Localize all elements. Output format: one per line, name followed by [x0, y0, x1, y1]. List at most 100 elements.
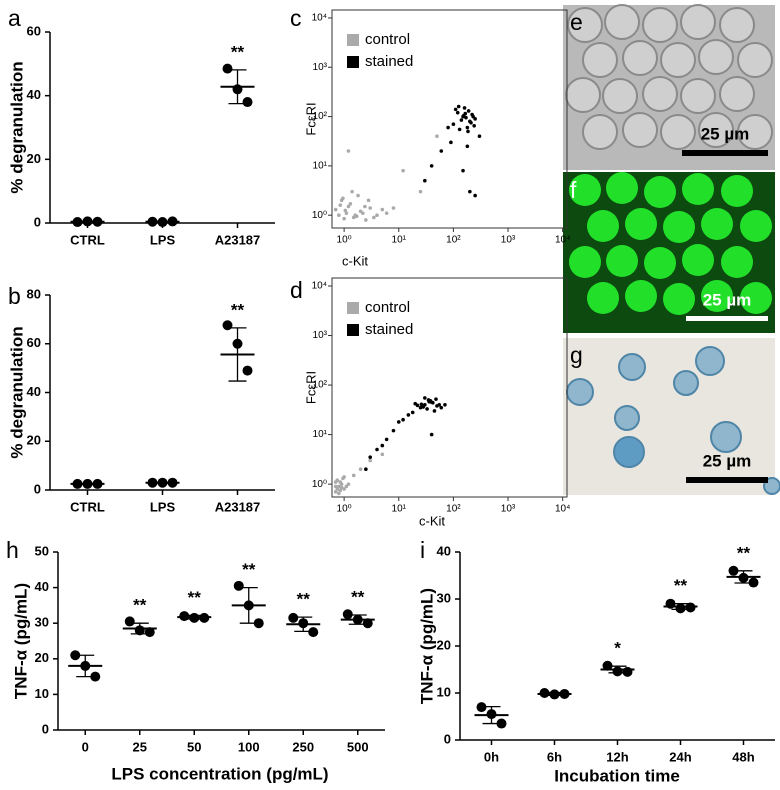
data-point [298, 618, 309, 629]
y-tick-label: 0 [42, 721, 49, 736]
data-point [401, 168, 405, 173]
data-point [466, 109, 471, 113]
scale-label: 25 µm [701, 124, 750, 143]
data-point [425, 407, 429, 411]
x-tick-label: CTRL [70, 499, 105, 514]
data-point [342, 609, 353, 620]
data-point [189, 612, 200, 623]
data-point [486, 709, 497, 720]
data-point [472, 124, 476, 128]
data-point [232, 84, 243, 95]
data-point [406, 413, 411, 417]
panel-letter: a [8, 5, 21, 31]
data-point [476, 702, 487, 713]
y-tick-label: 10³ [313, 62, 328, 73]
data-point [466, 129, 470, 134]
data-point [72, 478, 83, 489]
data-point [473, 193, 477, 198]
data-point [253, 618, 264, 629]
legend-label: stained [365, 53, 413, 70]
data-point [434, 397, 438, 401]
data-point [431, 400, 435, 405]
data-point [354, 214, 359, 219]
data-point [346, 149, 351, 153]
image-f: 25 µm f [563, 172, 775, 333]
data-point [391, 206, 396, 210]
significance-label: ** [737, 543, 751, 562]
data-point [80, 660, 91, 671]
data-point [333, 480, 338, 484]
y-tick-label: 10 [437, 684, 451, 699]
x-tick-label: 10² [446, 504, 461, 515]
y-tick-label: 0 [444, 731, 451, 746]
data-point [350, 189, 354, 194]
y-tick-label: 10² [313, 380, 328, 391]
significance-label: ** [242, 560, 256, 579]
data-point [549, 689, 560, 700]
data-point [337, 491, 341, 496]
y-tick-label: 10⁰ [312, 479, 327, 490]
data-point [384, 437, 389, 442]
y-tick-label: 60 [27, 23, 41, 38]
y-axis-title: TNF-α (pg/mL) [11, 583, 30, 699]
x-tick-label: 48h [732, 749, 754, 764]
data-point [477, 134, 482, 138]
data-point [375, 447, 379, 452]
legend-swatch [347, 324, 359, 336]
data-point [242, 365, 253, 376]
y-tick-label: 40 [27, 384, 41, 399]
data-point [366, 198, 371, 203]
data-point [372, 215, 376, 220]
x-tick-label: 25 [133, 739, 147, 754]
image-background [563, 338, 775, 495]
significance-label: * [614, 639, 621, 658]
cells [565, 4, 773, 150]
panel-letter: f [570, 177, 577, 203]
data-point [612, 666, 623, 677]
y-tick-label: 10¹ [313, 161, 328, 172]
data-point [463, 111, 468, 116]
cells [569, 172, 772, 315]
data-point [685, 602, 696, 613]
x-tick-label: 0h [484, 749, 499, 764]
significance-label: ** [297, 590, 311, 609]
data-point [401, 417, 405, 422]
data-point [356, 193, 360, 198]
data-point [368, 206, 372, 210]
panel-letter: i [420, 537, 425, 563]
legend-label: control [365, 31, 410, 48]
scale-label: 25 µm [703, 290, 752, 309]
data-point [738, 572, 749, 583]
data-point [415, 403, 420, 408]
data-point [351, 473, 356, 478]
data-point [423, 178, 427, 183]
data-point [462, 106, 467, 110]
x-axis-title: Incubation time [554, 766, 680, 785]
data-point [423, 396, 427, 400]
data-point [427, 399, 431, 404]
data-point [134, 625, 145, 636]
y-tick-label: 50 [35, 543, 49, 558]
data-point [343, 208, 348, 213]
significance-label: ** [188, 588, 202, 607]
panel-letter: c [290, 5, 302, 31]
data-point [559, 688, 570, 699]
x-tick-label: 12h [606, 749, 628, 764]
panel-letter: b [8, 283, 21, 309]
data-point [396, 420, 401, 424]
data-point [288, 612, 299, 623]
data-point [147, 216, 158, 227]
data-point [748, 577, 759, 588]
data-point [362, 618, 373, 629]
data-point [157, 477, 168, 488]
data-point [380, 207, 385, 212]
data-point [364, 467, 368, 472]
data-point [471, 114, 475, 119]
legend-swatch [347, 302, 359, 314]
image-g: 25 µm g [563, 338, 780, 495]
y-axis-title: FcεRI [303, 102, 318, 135]
data-point [364, 218, 368, 222]
x-tick-label: 50 [187, 739, 201, 754]
data-point [418, 189, 423, 194]
data-point [333, 484, 338, 489]
